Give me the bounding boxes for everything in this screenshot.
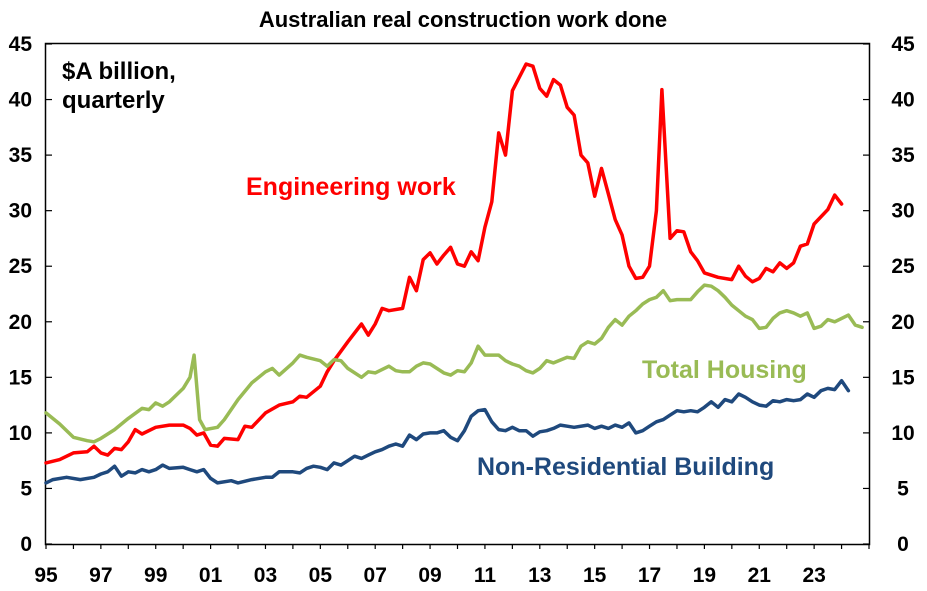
y-tick-label-right: 0	[897, 533, 909, 556]
y-tick-label-left: 20	[9, 311, 32, 334]
x-tick-label: 17	[638, 564, 661, 587]
series-line-engineering-work	[44, 62, 844, 465]
y-tick-label-right: 15	[891, 366, 915, 389]
y-tick-label-right: 5	[897, 477, 909, 500]
series-label-engineering-work: Engineering work	[246, 173, 456, 201]
x-tick-label: 03	[254, 564, 277, 587]
x-tick-label: 07	[364, 564, 387, 587]
y-tick-label-right: 25	[891, 255, 915, 278]
y-tick-label-left: 45	[9, 33, 33, 56]
y-tick-label-left: 25	[9, 255, 33, 278]
y-tick-label-left: 35	[9, 144, 33, 167]
x-tick-label: 23	[802, 564, 825, 587]
x-tick-label: 11	[474, 564, 497, 587]
series-line-total-housing	[44, 283, 864, 444]
y-tick-label-right: 30	[891, 200, 914, 223]
series-label-non-residential-building: Non-Residential Building	[477, 453, 774, 481]
x-tick-label: 99	[144, 564, 167, 587]
x-tick-label: 21	[748, 564, 772, 587]
y-tick-label-left: 0	[20, 533, 32, 556]
y-tick-label-right: 35	[891, 144, 915, 167]
y-tick-label-left: 5	[20, 477, 32, 500]
series-label-total-housing: Total Housing	[642, 356, 807, 384]
series-line-non-residential-building	[44, 378, 851, 485]
x-tick-label: 97	[89, 564, 112, 587]
y-tick-label-right: 10	[891, 422, 914, 445]
x-tick-label: 13	[528, 564, 551, 587]
plot-area	[44, 42, 871, 546]
x-tick-label: 09	[418, 564, 441, 587]
y-tick-label-left: 40	[9, 89, 32, 112]
x-tick-label: 15	[583, 564, 607, 587]
y-tick-label-left: 15	[9, 366, 33, 389]
x-tick-label: 05	[309, 564, 333, 587]
unit-label-line-2: quarterly	[62, 87, 165, 114]
y-tick-label-right: 20	[891, 311, 914, 334]
x-tick-label: 01	[199, 564, 223, 587]
y-tick-label-left: 10	[9, 422, 32, 445]
chart-title: Australian real construction work done	[259, 7, 667, 32]
unit-label-line-1: $A billion,	[62, 58, 176, 85]
y-tick-label-left: 30	[9, 200, 32, 223]
x-tick-label: 19	[693, 564, 716, 587]
x-tick-label: 95	[34, 564, 58, 587]
y-tick-label-right: 40	[891, 89, 914, 112]
y-tick-label-right: 45	[891, 33, 915, 56]
